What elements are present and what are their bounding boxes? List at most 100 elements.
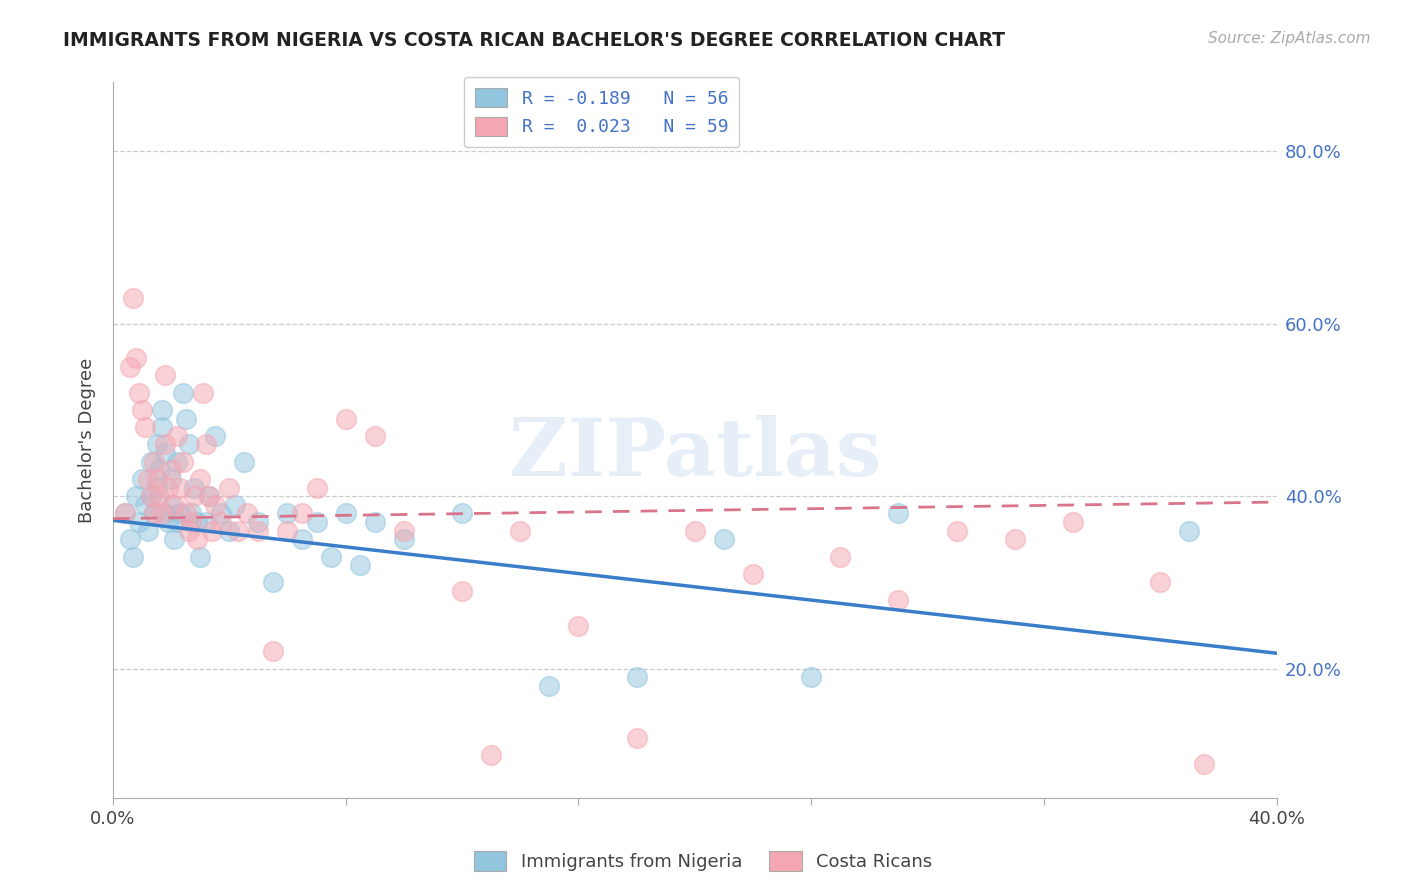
Point — [160, 498, 183, 512]
Text: IMMIGRANTS FROM NIGERIA VS COSTA RICAN BACHELOR'S DEGREE CORRELATION CHART: IMMIGRANTS FROM NIGERIA VS COSTA RICAN B… — [63, 31, 1005, 50]
Point — [183, 481, 205, 495]
Point — [1178, 524, 1201, 538]
Y-axis label: Bachelor's Degree: Bachelor's Degree — [79, 358, 96, 523]
Point — [887, 507, 910, 521]
Point — [125, 489, 148, 503]
Point — [247, 524, 270, 538]
Point — [247, 515, 270, 529]
Point — [148, 489, 170, 503]
Point — [166, 515, 188, 529]
Point — [224, 498, 246, 512]
Point — [114, 507, 136, 521]
Point — [191, 385, 214, 400]
Point — [887, 592, 910, 607]
Point — [122, 549, 145, 564]
Point — [131, 403, 153, 417]
Point — [114, 507, 136, 521]
Point — [134, 420, 156, 434]
Point — [139, 489, 162, 503]
Point — [136, 524, 159, 538]
Point — [364, 429, 387, 443]
Point — [157, 481, 180, 495]
Point — [188, 472, 211, 486]
Point — [172, 385, 194, 400]
Point — [538, 679, 561, 693]
Point — [830, 549, 852, 564]
Point — [1192, 756, 1215, 771]
Text: Source: ZipAtlas.com: Source: ZipAtlas.com — [1208, 31, 1371, 46]
Point — [742, 566, 765, 581]
Point — [335, 507, 357, 521]
Point — [209, 507, 232, 521]
Point — [209, 515, 232, 529]
Point — [1004, 533, 1026, 547]
Point — [169, 481, 191, 495]
Point — [479, 747, 502, 762]
Point — [204, 429, 226, 443]
Point — [139, 489, 162, 503]
Point — [198, 489, 221, 503]
Point — [145, 437, 167, 451]
Point — [305, 481, 328, 495]
Point — [626, 670, 648, 684]
Point — [177, 437, 200, 451]
Point — [160, 463, 183, 477]
Point — [392, 524, 415, 538]
Point — [236, 507, 259, 521]
Point — [180, 515, 202, 529]
Point — [150, 507, 173, 521]
Point — [163, 533, 186, 547]
Point — [364, 515, 387, 529]
Point — [145, 472, 167, 486]
Point — [142, 507, 165, 521]
Point — [150, 420, 173, 434]
Point — [136, 472, 159, 486]
Point — [683, 524, 706, 538]
Point — [128, 385, 150, 400]
Point — [321, 549, 343, 564]
Point — [1062, 515, 1084, 529]
Point — [139, 455, 162, 469]
Point — [201, 524, 224, 538]
Point — [226, 524, 249, 538]
Point — [155, 446, 177, 460]
Point — [291, 507, 314, 521]
Point — [509, 524, 531, 538]
Point — [157, 515, 180, 529]
Point — [1149, 575, 1171, 590]
Legend: Immigrants from Nigeria, Costa Ricans: Immigrants from Nigeria, Costa Ricans — [467, 844, 939, 879]
Point — [131, 472, 153, 486]
Point — [155, 437, 177, 451]
Point — [186, 533, 208, 547]
Point — [349, 558, 371, 573]
Point — [232, 455, 254, 469]
Point — [276, 524, 298, 538]
Point — [195, 515, 218, 529]
Point — [145, 481, 167, 495]
Point — [195, 437, 218, 451]
Legend: R = -0.189   N = 56, R =  0.023   N = 59: R = -0.189 N = 56, R = 0.023 N = 59 — [464, 77, 740, 147]
Point — [155, 507, 177, 521]
Point — [128, 515, 150, 529]
Point — [125, 351, 148, 366]
Point — [451, 507, 474, 521]
Point — [163, 498, 186, 512]
Point — [174, 411, 197, 425]
Point — [626, 731, 648, 745]
Point — [122, 291, 145, 305]
Point — [142, 507, 165, 521]
Point — [134, 498, 156, 512]
Point — [177, 524, 200, 538]
Point — [204, 498, 226, 512]
Point — [120, 359, 142, 374]
Point — [142, 455, 165, 469]
Point — [800, 670, 823, 684]
Point — [169, 507, 191, 521]
Point — [291, 533, 314, 547]
Point — [713, 533, 735, 547]
Point — [262, 575, 284, 590]
Point — [218, 524, 240, 538]
Point — [180, 507, 202, 521]
Point — [198, 489, 221, 503]
Point — [218, 481, 240, 495]
